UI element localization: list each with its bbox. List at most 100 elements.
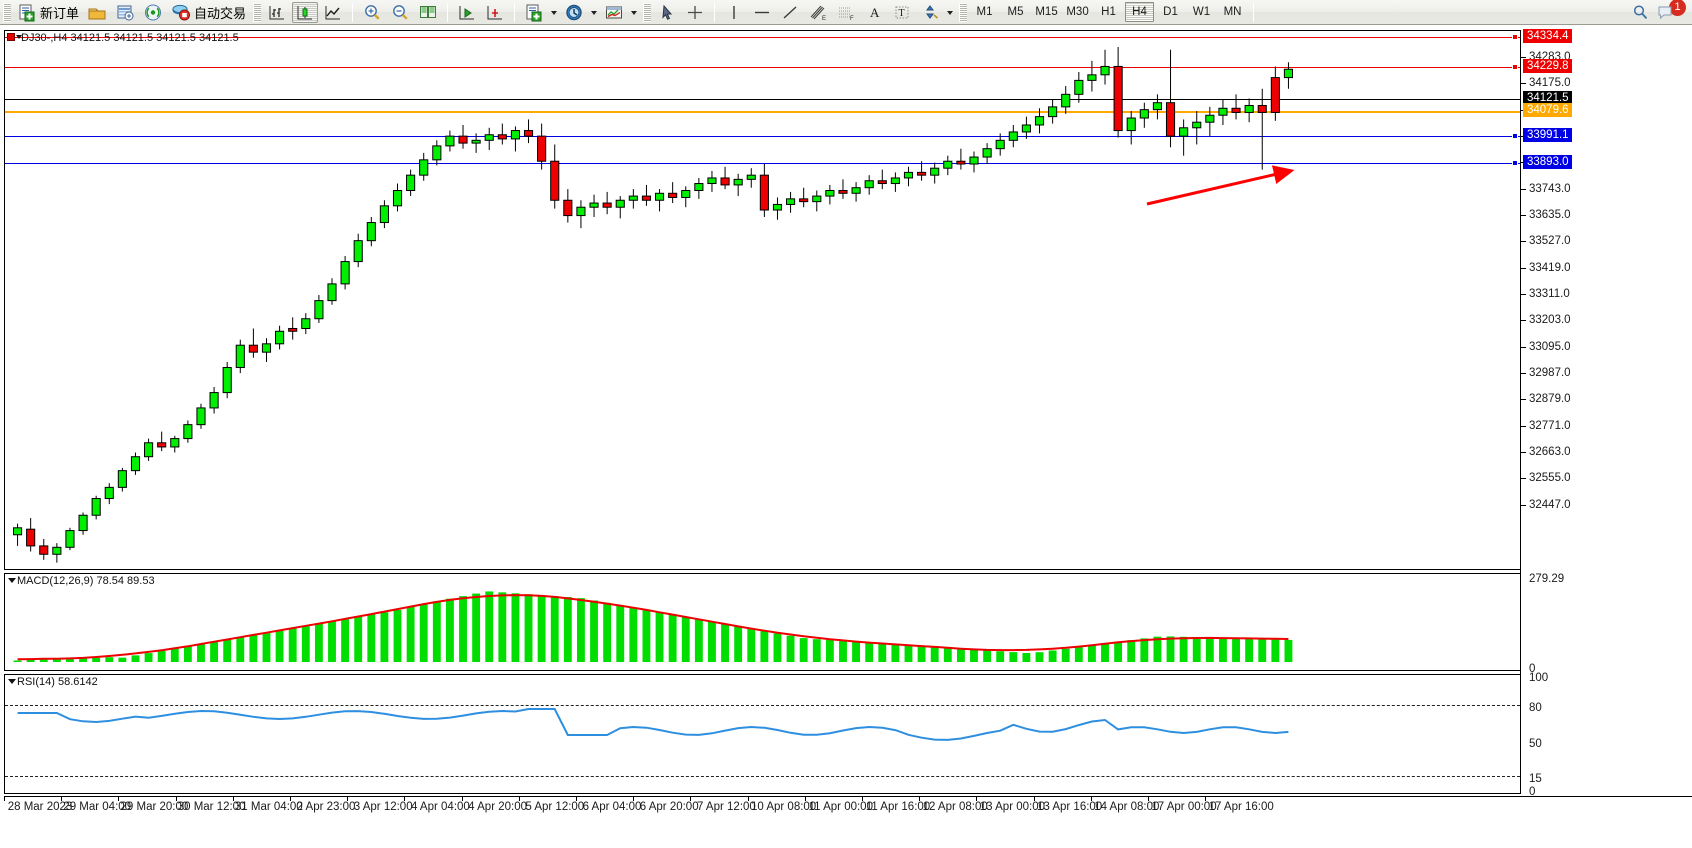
time-tick [633,797,635,801]
time-tick-label: 29 Mar 20:00 [120,801,189,813]
timeframe-h1[interactable]: H1 [1101,6,1116,18]
price-tick [1521,268,1526,269]
crosshair-button[interactable] [682,2,708,23]
new-order-button[interactable]: 新订单 [14,2,82,23]
hline-handle-33991[interactable] [1512,133,1518,139]
hline-handle-34334[interactable] [1512,34,1518,40]
chart-shift-button[interactable] [482,2,508,23]
templates-dropdown-caret[interactable] [631,11,638,15]
macd-histogram-bar [747,628,756,662]
candlestick-chart-button[interactable] [292,1,319,23]
rsi-collapse-caret[interactable] [8,679,16,684]
indicators-button[interactable] [521,2,547,23]
toolbar-grip-linestudies[interactable] [643,2,652,22]
text-button[interactable]: A [861,2,887,23]
macd-histogram-bar [498,592,507,662]
market-watch-button[interactable] [112,2,138,23]
timeframe-w1[interactable]: W1 [1192,6,1211,18]
price-pane[interactable]: DJ30-,H4 34121.5 34121.5 34121.5 34121.5 [4,30,1520,570]
toolbar-separator-5 [1253,2,1255,22]
open-data-folder-button[interactable] [84,2,110,23]
timeframe-m5[interactable]: M5 [1007,6,1024,18]
signals-button[interactable] [140,2,166,23]
horizontal-line-button[interactable] [749,2,775,23]
zoom-out-button[interactable] [387,2,413,23]
price-marker-resistance-line[interactable]: 34229.8 [1523,59,1572,73]
fibonacci-button[interactable]: F [833,2,859,23]
toolbar-grip-standard[interactable] [3,2,11,22]
time-tick-label: 13 Apr 16:00 [1036,801,1103,813]
vertical-line-button[interactable] [721,2,747,23]
price-tick [1521,320,1526,321]
arrows-button[interactable] [917,2,943,23]
timeframe-m1[interactable]: M1 [976,6,993,18]
equidistant-channel-button[interactable]: E [805,2,831,23]
macd-collapse-caret[interactable] [8,578,16,583]
macd-histogram-bar [157,650,166,662]
bar-chart-button[interactable] [264,2,290,23]
toolbar-grip-charts[interactable] [253,2,262,22]
periodicity-button[interactable] [561,2,587,23]
toolbar-separator-4 [714,2,716,22]
macd-pane[interactable]: MACD(12,26,9) 78.54 89.53 [4,573,1520,671]
hline-handle-33893[interactable] [1512,160,1518,166]
price-scale[interactable]: 34283.034175.034067.033959.033851.033743… [1520,29,1692,798]
hline-33893[interactable] [5,163,1520,164]
time-scale[interactable]: 28 Mar 2023 29 Mar 04:00 29 Mar 20:00 30 Ma… [4,796,1692,820]
cursor-button[interactable] [654,2,680,23]
hline-33991[interactable] [5,136,1520,137]
chat-bubble-icon [1658,6,1672,19]
price-marker-pivot-line[interactable]: 34079.6 [1523,103,1572,117]
hline-handle-34229[interactable] [1512,64,1518,70]
periodicity-dropdown-caret[interactable] [591,11,598,15]
chart-collapse-caret[interactable] [16,35,22,39]
trendline-button[interactable] [777,2,803,23]
macd-histogram-bar [367,614,376,662]
templates-button[interactable] [601,2,627,23]
text-label-button[interactable]: T [889,2,915,23]
autotrading-button[interactable]: 自动交易 [168,2,249,23]
notifications-button[interactable] [1654,2,1677,23]
auto-scroll-button[interactable] [454,2,480,23]
price-marker-last-price[interactable]: 34121.5 [1523,91,1572,105]
zoom-in-button[interactable] [359,2,385,23]
time-tick [347,797,349,801]
rsi-series [17,708,1289,741]
macd-histogram-bar [92,657,101,662]
hline-34229[interactable] [5,67,1520,68]
price-tick-label: 32555.0 [1529,472,1571,484]
indicators-dropdown-caret[interactable] [551,11,558,15]
toolbar-separator-1 [352,2,354,22]
timeframe-mn[interactable]: MN [1223,6,1242,18]
price-tick [1521,241,1526,242]
hline-34079-pivot[interactable] [5,111,1520,113]
line-chart-button[interactable] [320,2,346,23]
search-button[interactable] [1629,2,1652,23]
toolbar-grip-timeframes[interactable] [959,2,968,22]
vertical-line-icon [733,5,735,19]
macd-histogram-bar [708,621,716,662]
timeframe-d1[interactable]: D1 [1163,6,1178,18]
chart-close-marker[interactable] [7,33,15,41]
chart-window[interactable]: DJ30-,H4 34121.5 34121.5 34121.5 34121.5… [0,25,1692,848]
notification-badge[interactable]: 1 [1669,0,1686,16]
timeframe-m15[interactable]: M15 [1035,6,1058,18]
time-tick-label: 12 Apr 08:00 [922,801,988,813]
tile-windows-button[interactable] [415,2,441,23]
price-marker-support-line[interactable]: 33991.1 [1523,128,1572,142]
price-marker-support-line[interactable]: 33893.0 [1523,155,1572,169]
macd-histogram-bar [39,659,48,662]
macd-histogram-bar [1245,638,1254,662]
macd-histogram-bar [459,596,467,662]
timeframe-h4[interactable]: H4 [1125,2,1155,22]
time-tick-label: 11 Apr 00:00 [808,801,873,813]
macd-histogram-bar [616,605,625,662]
hline-34334[interactable] [5,37,1520,38]
macd-histogram-bar [812,639,821,662]
candlestick-series [12,46,1294,563]
price-marker-resistance-line[interactable]: 34334.4 [1523,29,1572,43]
timeframe-m30[interactable]: M30 [1066,6,1089,18]
rsi-pane[interactable]: RSI(14) 58.6142 [4,674,1520,794]
arrows-dropdown-caret[interactable] [947,11,954,15]
trendline-icon [783,5,797,19]
